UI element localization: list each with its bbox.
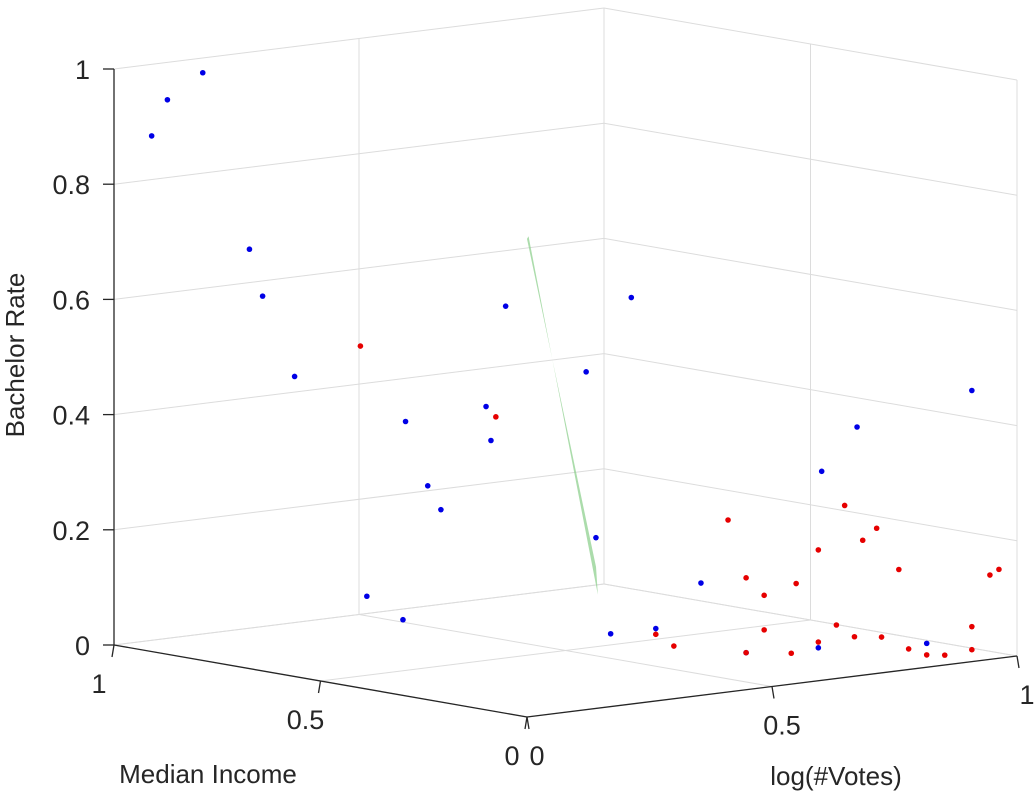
- y-tick: [771, 686, 775, 699]
- x-tick: [524, 716, 528, 730]
- data-point-red: [873, 525, 880, 532]
- y-tick-label: 0.5: [763, 711, 801, 741]
- data-point-blue: [364, 593, 370, 600]
- data-point-blue: [628, 294, 635, 301]
- data-point-red: [923, 652, 930, 658]
- data-point-red: [761, 627, 767, 633]
- x-tick-label: 0: [504, 741, 519, 771]
- data-point-red: [878, 634, 885, 640]
- data-point-blue: [164, 96, 171, 103]
- data-point-blue: [424, 483, 431, 489]
- regression-surface: [527, 236, 598, 595]
- data-point-red: [905, 646, 912, 652]
- data-point-blue: [259, 293, 266, 299]
- data-point-blue: [969, 387, 975, 394]
- z-tick-label: 0: [75, 631, 90, 661]
- z-tick-label: 0.6: [52, 285, 90, 315]
- floor-grid: [113, 583, 1018, 718]
- data-point-blue: [818, 468, 825, 475]
- data-point-red: [793, 580, 799, 587]
- z-tick-label: 0.2: [52, 516, 90, 546]
- data-point-blue: [291, 373, 298, 380]
- data-point-red: [815, 547, 822, 553]
- data-point-red: [996, 566, 1002, 573]
- data-point-red: [896, 566, 902, 573]
- data-point-blue: [400, 616, 406, 623]
- data-point-blue: [246, 246, 253, 253]
- data-point-red: [671, 643, 677, 649]
- z-axis-label: Bachelor Rate: [0, 273, 30, 438]
- data-point-blue: [483, 403, 489, 410]
- data-point-blue: [698, 580, 704, 586]
- y-tick-label: 0: [529, 741, 544, 771]
- data-point-blue: [653, 625, 659, 632]
- x-tick: [317, 680, 322, 694]
- data-point-blue: [402, 418, 409, 425]
- y-tick-label: 1: [1019, 680, 1034, 710]
- data-point-red: [941, 652, 948, 658]
- data-point-blue: [854, 424, 860, 430]
- back-grid: [113, 7, 1018, 657]
- data-point-red: [743, 649, 749, 656]
- data-point-red: [653, 631, 659, 638]
- data-point-blue: [502, 303, 509, 309]
- data-point-red: [815, 639, 822, 645]
- y-tick: [1016, 655, 1020, 669]
- data-point-blue: [923, 640, 930, 647]
- data-point-blue: [607, 630, 614, 637]
- data-point-red: [493, 414, 499, 420]
- z-tick-label: 1: [75, 55, 90, 85]
- z-tick-label: 0.4: [52, 401, 90, 431]
- data-point-red: [859, 537, 866, 544]
- surface-layer: [527, 236, 598, 595]
- data-point-blue: [438, 506, 444, 513]
- data-point-blue: [815, 645, 822, 651]
- data-point-red: [743, 575, 749, 581]
- axes-layer: [103, 68, 1020, 730]
- data-point-blue: [148, 133, 155, 139]
- data-point-red: [833, 622, 840, 628]
- data-point-blue: [199, 69, 206, 76]
- data-point-red: [841, 502, 848, 509]
- x-tick: [111, 644, 115, 658]
- grid-line: [113, 583, 605, 646]
- y-tick: [526, 716, 530, 730]
- data-point-blue: [593, 534, 599, 541]
- grid-line: [320, 619, 811, 682]
- data-point-blue: [488, 437, 494, 444]
- data-point-red: [761, 592, 767, 599]
- x-tick-label: 0.5: [287, 705, 325, 735]
- x-axis-label: Median Income: [119, 759, 297, 789]
- y-axis-label: log(#Votes): [770, 761, 902, 791]
- data-point-red: [851, 633, 858, 640]
- data-point-red: [969, 623, 975, 630]
- x-tick-label: 1: [91, 669, 106, 699]
- z-tick-label: 0.8: [52, 170, 90, 200]
- data-point-red: [357, 343, 364, 349]
- data-point-red: [987, 572, 993, 578]
- data-point-red: [969, 646, 975, 653]
- points-layer: [148, 69, 1002, 658]
- data-point-blue: [583, 369, 589, 375]
- data-point-red: [788, 650, 795, 657]
- data-point-red: [725, 517, 731, 523]
